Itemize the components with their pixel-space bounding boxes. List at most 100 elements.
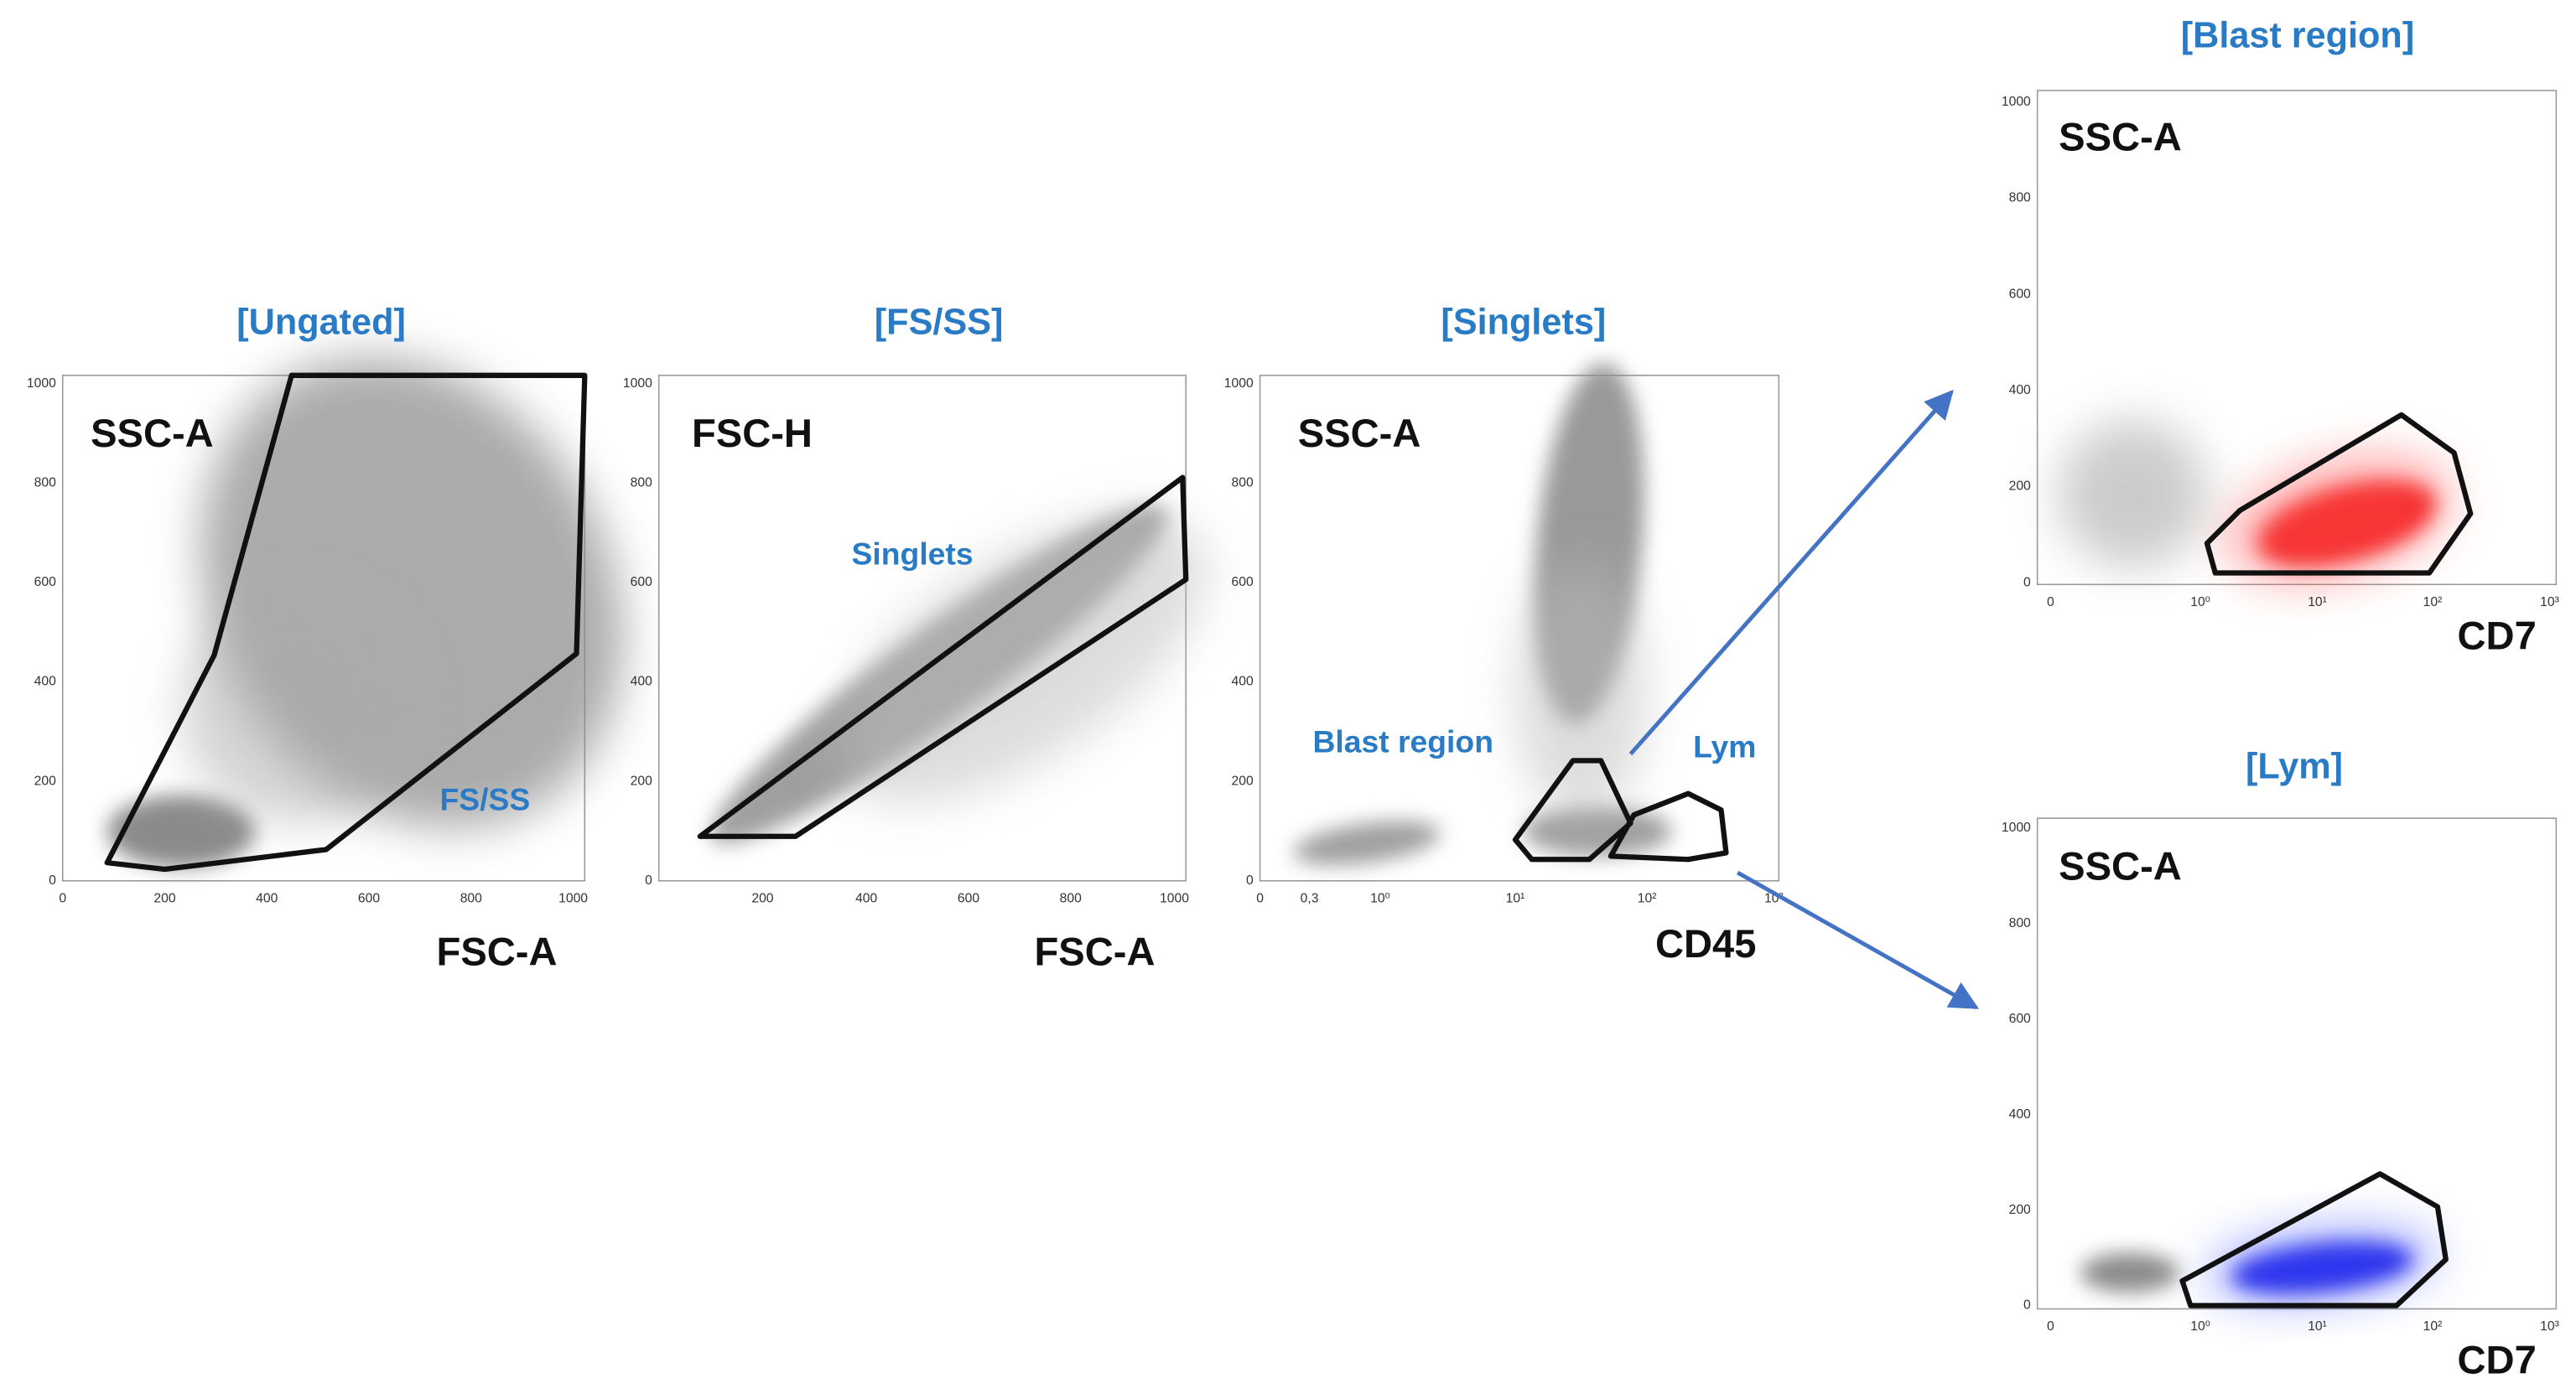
x-tick-label: 10⁰ <box>2190 595 2210 609</box>
arrow <box>1628 389 1954 756</box>
gate <box>104 372 588 873</box>
y-tick-label: 200 <box>631 774 652 788</box>
x-tick-label: 800 <box>1060 892 1082 906</box>
y-tick-label: 0 <box>1246 873 1254 888</box>
gate <box>2204 412 2474 576</box>
y-tick-label: 0 <box>2023 1298 2031 1313</box>
x-tick-label: 10¹ <box>2308 1319 2327 1334</box>
x-tick-label: 10³ <box>2540 1319 2559 1334</box>
event-cloud <box>106 795 256 868</box>
plot-panel: 0 200 400 600 800 1000 0 200 400 600 800 1000 [Ungat… <box>27 302 623 974</box>
y-axis-label: FSC-H <box>692 411 813 455</box>
x-tick-label: 10¹ <box>2308 595 2327 609</box>
event-cloud <box>1515 559 1648 824</box>
event-cloud <box>2080 1252 2179 1293</box>
plot-panel: 0 200 400 600 800 1000 0 10⁰ 10¹ 10² 10³ [Blast reg… <box>2002 16 2559 658</box>
y-tick-label: 1000 <box>27 376 56 391</box>
x-tick-label: 400 <box>256 892 278 906</box>
x-axis-label: FSC-A <box>1035 930 1156 974</box>
x-tick-label: 1000 <box>558 892 588 906</box>
y-tick-label: 1000 <box>2002 95 2031 109</box>
y-tick-label: 200 <box>1232 774 1254 788</box>
y-tick-label: 400 <box>631 675 652 689</box>
y-axis-label: SSC-A <box>1298 411 1421 455</box>
event-cloud <box>181 593 413 824</box>
y-axis-label: SSC-A <box>91 411 214 455</box>
gate-label: Singlets <box>852 536 974 572</box>
event-cloud <box>1293 821 1441 865</box>
x-axis-label: CD45 <box>1655 921 1756 966</box>
y-tick-label: 1000 <box>1224 376 1254 391</box>
x-tick-label: 800 <box>460 892 482 906</box>
y-tick-label: 0 <box>49 873 56 888</box>
y-tick-label: 600 <box>2009 287 2031 301</box>
x-tick-label: 10⁰ <box>1370 892 1390 906</box>
plot-area <box>2036 817 2558 1310</box>
x-tick-label: 10⁰ <box>2190 1319 2210 1334</box>
y-tick-label: 800 <box>631 475 652 490</box>
y-tick-label: 200 <box>34 774 56 788</box>
y-tick-label: 800 <box>1232 475 1254 490</box>
y-tick-label: 800 <box>2009 916 2031 930</box>
x-tick-label: 0 <box>59 892 66 906</box>
gate-label: Lym <box>1693 729 1756 764</box>
x-tick-label: 0 <box>2047 595 2054 609</box>
event-cloud <box>2207 1226 2438 1303</box>
y-tick-label: 1000 <box>2002 821 2031 835</box>
x-tick-label: 400 <box>855 892 877 906</box>
gate <box>697 474 1189 839</box>
event-cloud <box>1523 806 1672 857</box>
gate <box>2179 1171 2449 1308</box>
panel-title: [Lym] <box>2246 747 2343 787</box>
gate <box>1607 790 1729 863</box>
y-tick-label: 800 <box>34 475 56 490</box>
panels: 0 200 400 600 800 1000 0 200 400 600 800 1000 [Ungat… <box>27 16 2559 1382</box>
panel-title: [Blast region] <box>2181 16 2414 56</box>
y-tick-label: 600 <box>1232 575 1254 589</box>
x-tick-label: 0 <box>2047 1319 2054 1334</box>
x-axis-label: CD7 <box>2458 1338 2537 1382</box>
x-tick-label: 600 <box>358 892 380 906</box>
y-tick-label: 200 <box>2009 1203 2031 1217</box>
x-tick-label: 10¹ <box>1506 892 1525 906</box>
panel-title: [FS/SS] <box>875 302 1004 342</box>
y-tick-label: 200 <box>2009 479 2031 494</box>
plot-panel: 0 200 400 600 800 1000 0 10⁰ 10¹ 10² 10³ [Lym] SSC-A… <box>2002 747 2559 1382</box>
arrow <box>1736 870 1979 1010</box>
y-tick-label: 400 <box>2009 1107 2031 1122</box>
x-tick-label: 0 <box>1256 892 1264 906</box>
plot-panel: 0 200 400 600 800 1000 200 400 600 800 1000 [FS/SS]… <box>623 302 1208 974</box>
x-tick-label: 10² <box>2423 595 2443 609</box>
x-tick-label: 200 <box>153 892 175 906</box>
x-tick-label: 10³ <box>2540 595 2559 609</box>
x-axis-label: CD7 <box>2458 614 2537 658</box>
gate-label: FS/SS <box>439 781 530 816</box>
gate-label: Blast region <box>1312 724 1493 759</box>
x-tick-label: 10² <box>1638 892 1657 906</box>
y-tick-label: 400 <box>2009 383 2031 397</box>
x-tick-label: 0,3 <box>1301 892 1319 906</box>
y-tick-label: 400 <box>1232 675 1254 689</box>
panel-title: [Ungated] <box>236 302 406 342</box>
y-axis-label: SSC-A <box>2059 843 2182 888</box>
y-tick-label: 600 <box>2009 1012 2031 1026</box>
x-axis-label: FSC-A <box>437 930 558 974</box>
event-cloud <box>2059 419 2207 568</box>
x-tick-label: 10² <box>2423 1319 2443 1334</box>
x-tick-label: 600 <box>958 892 979 906</box>
x-tick-label: 200 <box>751 892 773 906</box>
y-tick-label: 400 <box>34 675 56 689</box>
y-tick-label: 1000 <box>623 376 652 391</box>
y-tick-label: 0 <box>2023 575 2031 589</box>
panel-title: [Singlets] <box>1441 302 1606 342</box>
y-axis-label: SSC-A <box>2059 114 2182 158</box>
y-tick-label: 800 <box>2009 191 2031 205</box>
x-tick-label: 1000 <box>1160 892 1189 906</box>
y-tick-label: 600 <box>34 575 56 589</box>
event-cloud <box>835 513 1208 804</box>
y-tick-label: 0 <box>645 873 652 888</box>
y-tick-label: 600 <box>631 575 652 589</box>
